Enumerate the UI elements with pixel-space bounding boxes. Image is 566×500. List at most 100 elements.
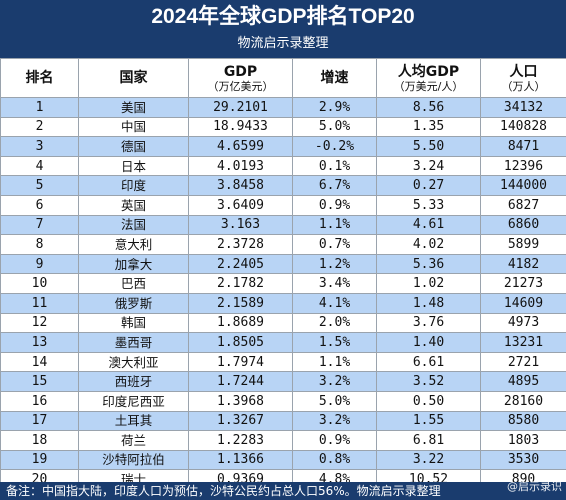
cell-country: 巴西 xyxy=(78,273,189,294)
cell-rank: 3 xyxy=(0,136,79,157)
cell-gdp-per-capita: 3.22 xyxy=(376,449,481,471)
cell-gdp: 2.2405 xyxy=(188,253,293,275)
cell-growth: 5.0% xyxy=(292,390,377,412)
cell-population: 4895 xyxy=(480,371,566,392)
column-header-growth: 增速 xyxy=(292,58,377,98)
cell-gdp: 1.3267 xyxy=(188,410,293,432)
cell-rank: 2 xyxy=(0,116,79,138)
cell-rank: 8 xyxy=(0,234,79,255)
table-row: 13 墨西哥 1.8505 1.5% 1.40 13231 xyxy=(0,332,566,353)
cell-growth: 0.8% xyxy=(292,449,377,471)
column-header-gdp-unit: （万亿美元） xyxy=(207,79,274,93)
cell-rank: 6 xyxy=(0,194,79,216)
table-row: 3 德国 4.6599 -0.2% 5.50 8471 xyxy=(0,136,566,157)
cell-growth: 0.7% xyxy=(292,234,377,255)
table-row: 12 韩国 1.8689 2.0% 3.76 4973 xyxy=(0,312,566,334)
cell-gdp: 1.8689 xyxy=(188,312,293,334)
page-subtitle: 物流启示录整理 xyxy=(237,36,329,51)
cell-rank: 12 xyxy=(0,312,79,334)
cell-gdp-per-capita: 1.35 xyxy=(376,116,481,138)
cell-gdp: 1.2283 xyxy=(188,430,293,451)
table-body: 1 美国 29.2101 2.9% 8.56 34132 2 中国 18.9433 5.0% 1.3… xyxy=(0,97,566,490)
cell-growth: 0.1% xyxy=(292,155,377,177)
cell-growth: 1.2% xyxy=(292,253,377,275)
cell-country: 英国 xyxy=(78,194,189,216)
footer-note: 备注：中国指大陆，印度人口为预估，沙特公民约占总人口56%。物流启示录整理 xyxy=(0,482,566,500)
table-row: 5 印度 3.8458 6.7% 0.27 144000 xyxy=(0,175,566,196)
cell-gdp: 1.3968 xyxy=(188,390,293,412)
cell-growth: 6.7% xyxy=(292,175,377,196)
table-row: 16 印度尼西亚 1.3968 5.0% 0.50 28160 xyxy=(0,390,566,412)
cell-population: 4973 xyxy=(480,312,566,334)
table-row: 14 澳大利亚 1.7974 1.1% 6.61 2721 xyxy=(0,351,566,373)
cell-gdp: 4.0193 xyxy=(188,155,293,177)
cell-gdp-per-capita: 5.33 xyxy=(376,194,481,216)
table-row: 4 日本 4.0193 0.1% 3.24 12396 xyxy=(0,155,566,177)
table-row: 11 俄罗斯 2.1589 4.1% 1.48 14609 xyxy=(0,292,566,314)
table-row: 10 巴西 2.1782 3.4% 1.02 21273 xyxy=(0,273,566,294)
cell-country: 土耳其 xyxy=(78,410,189,432)
cell-gdp-per-capita: 5.50 xyxy=(376,136,481,157)
cell-rank: 5 xyxy=(0,175,79,196)
cell-country: 印度尼西亚 xyxy=(78,390,189,412)
cell-country: 澳大利亚 xyxy=(78,351,189,373)
cell-gdp-per-capita: 4.02 xyxy=(376,234,481,255)
cell-country: 意大利 xyxy=(78,234,189,255)
cell-gdp: 1.1366 xyxy=(188,449,293,471)
cell-country: 印度 xyxy=(78,175,189,196)
cell-growth: 2.0% xyxy=(292,312,377,334)
cell-rank: 17 xyxy=(0,410,79,432)
cell-population: 144000 xyxy=(480,175,566,196)
table-row: 17 土耳其 1.3267 3.2% 1.55 8580 xyxy=(0,410,566,432)
cell-rank: 9 xyxy=(0,253,79,275)
column-header-gdp-per-capita: 人均GDP （万美元/人） xyxy=(376,58,481,98)
cell-population: 3530 xyxy=(480,449,566,471)
table-row: 15 西班牙 1.7244 3.2% 3.52 4895 xyxy=(0,371,566,392)
cell-rank: 1 xyxy=(0,97,79,118)
cell-country: 墨西哥 xyxy=(78,332,189,353)
cell-growth: 2.9% xyxy=(292,97,377,118)
cell-growth: 4.1% xyxy=(292,292,377,314)
cell-gdp-per-capita: 6.61 xyxy=(376,351,481,373)
cell-growth: 1.5% xyxy=(292,332,377,353)
column-header-population: 人口 （万人） xyxy=(480,58,566,98)
cell-country: 俄罗斯 xyxy=(78,292,189,314)
page-title: 2024年全球GDP排名TOP20 xyxy=(151,5,415,28)
cell-country: 法国 xyxy=(78,214,189,236)
cell-rank: 4 xyxy=(0,155,79,177)
cell-population: 8580 xyxy=(480,410,566,432)
cell-country: 日本 xyxy=(78,155,189,177)
cell-population: 1803 xyxy=(480,430,566,451)
cell-population: 2721 xyxy=(480,351,566,373)
cell-country: 加拿大 xyxy=(78,253,189,275)
cell-gdp-per-capita: 3.52 xyxy=(376,371,481,392)
cell-gdp-per-capita: 4.61 xyxy=(376,214,481,236)
cell-growth: 3.4% xyxy=(292,273,377,294)
cell-gdp: 4.6599 xyxy=(188,136,293,157)
table-row: 9 加拿大 2.2405 1.2% 5.36 4182 xyxy=(0,253,566,275)
cell-country: 沙特阿拉伯 xyxy=(78,449,189,471)
cell-population: 140828 xyxy=(480,116,566,138)
cell-country: 西班牙 xyxy=(78,371,189,392)
column-header-gdp-per-capita-unit: （万美元/人） xyxy=(393,79,464,93)
cell-growth: 1.1% xyxy=(292,214,377,236)
cell-rank: 10 xyxy=(0,273,79,294)
cell-gdp: 1.8505 xyxy=(188,332,293,353)
cell-population: 5899 xyxy=(480,234,566,255)
cell-country: 荷兰 xyxy=(78,430,189,451)
cell-gdp-per-capita: 1.02 xyxy=(376,273,481,294)
cell-gdp-per-capita: 1.40 xyxy=(376,332,481,353)
column-header-country: 国家 xyxy=(78,58,189,98)
cell-rank: 15 xyxy=(0,371,79,392)
cell-gdp-per-capita: 0.50 xyxy=(376,390,481,412)
cell-gdp-per-capita: 6.81 xyxy=(376,430,481,451)
cell-gdp-per-capita: 3.76 xyxy=(376,312,481,334)
cell-growth: 1.1% xyxy=(292,351,377,373)
cell-gdp: 2.1589 xyxy=(188,292,293,314)
cell-population: 8471 xyxy=(480,136,566,157)
cell-gdp: 3.8458 xyxy=(188,175,293,196)
table-row: 8 意大利 2.3728 0.7% 4.02 5899 xyxy=(0,234,566,255)
cell-gdp-per-capita: 8.56 xyxy=(376,97,481,118)
cell-growth: -0.2% xyxy=(292,136,377,157)
cell-gdp: 3.163 xyxy=(188,214,293,236)
